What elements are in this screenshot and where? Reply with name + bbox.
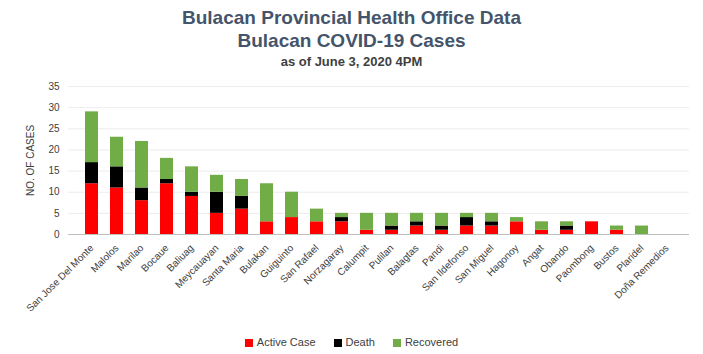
svg-text:Meycauayan: Meycauayan — [172, 242, 221, 291]
html-text:Death: Death — [345, 336, 375, 348]
svg-text:Norzagaray: Norzagaray — [301, 242, 345, 286]
svg-text:35: 35 — [48, 81, 60, 92]
svg-text:San Ildefonso: San Ildefonso — [419, 242, 471, 294]
svg-text:0: 0 — [54, 229, 60, 240]
svg-text:Calumpit: Calumpit — [335, 242, 371, 278]
svg-text:30: 30 — [48, 102, 60, 113]
html-text:Active Case: Active Case — [256, 336, 316, 348]
html-text:as of June 3, 2020 4PM: as of June 3, 2020 4PM — [280, 54, 423, 69]
svg-text:Bustos: Bustos — [591, 242, 621, 272]
svg-text:Marilao: Marilao — [114, 242, 146, 274]
svg-text:20: 20 — [48, 144, 60, 155]
svg-text:NO. OF CASES: NO. OF CASES — [25, 125, 36, 196]
svg-text:Angat: Angat — [519, 242, 546, 269]
svg-text:Plaridel: Plaridel — [614, 242, 646, 274]
svg-text:Doña Remedios: Doña Remedios — [612, 242, 670, 300]
html-text:Bulacan Provincial Health Offi: Bulacan Provincial Health Office Data — [182, 7, 521, 28]
svg-text:Guiguinto: Guiguinto — [257, 242, 296, 281]
html-text:Recovered: Recovered — [404, 336, 459, 348]
svg-text:Malolos: Malolos — [89, 242, 121, 274]
svg-text:Bocaue: Bocaue — [139, 242, 171, 274]
svg-text:San Miguel: San Miguel — [453, 242, 496, 285]
svg-text:Obando: Obando — [537, 242, 571, 276]
html-text:Bulacan COVID-19 Cases: Bulacan COVID-19 Cases — [237, 30, 466, 51]
svg-text:25: 25 — [48, 123, 60, 134]
svg-text:10: 10 — [48, 186, 60, 197]
svg-text:Hagonoy: Hagonoy — [485, 242, 521, 278]
svg-text:15: 15 — [48, 165, 60, 176]
svg-text:Bulakan: Bulakan — [237, 242, 271, 276]
svg-text:Paombong: Paombong — [554, 242, 596, 284]
svg-text:5: 5 — [54, 208, 60, 219]
svg-text:Pulilan: Pulilan — [366, 242, 396, 272]
svg-text:San Rafael: San Rafael — [277, 242, 321, 285]
svg-text:Santa Maria: Santa Maria — [199, 242, 246, 289]
svg-text:Balagtas: Balagtas — [385, 242, 420, 277]
svg-text:Baliuag: Baliuag — [164, 242, 196, 274]
svg-text:Pandi: Pandi — [419, 242, 446, 269]
svg-text:San Jose Del Monte: San Jose Del Monte — [24, 242, 96, 314]
